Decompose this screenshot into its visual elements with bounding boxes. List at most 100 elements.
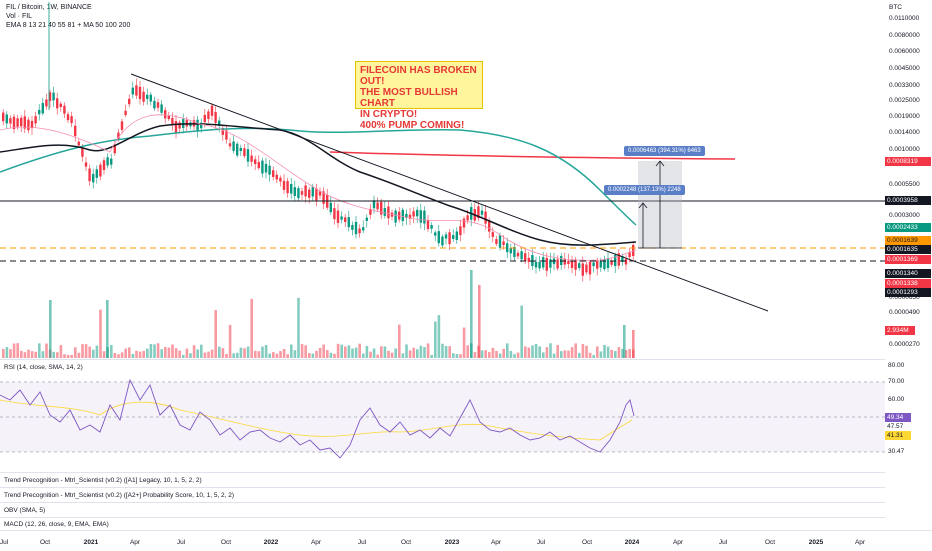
- candle: [149, 94, 152, 102]
- volume-bar: [23, 352, 27, 358]
- volume-bar: [578, 352, 581, 358]
- pane-separator[interactable]: [0, 359, 885, 360]
- candle: [164, 110, 167, 119]
- candle: [358, 228, 361, 234]
- volume-bar: [588, 352, 592, 358]
- volume-bar: [268, 353, 271, 358]
- price-chart[interactable]: [0, 0, 885, 530]
- candle: [340, 216, 343, 220]
- candle: [243, 148, 246, 157]
- indicator-trend-legacy[interactable]: Trend Precognition - Mtrl_Scientist (v0.…: [4, 477, 202, 484]
- volume-bar: [117, 354, 120, 358]
- candle: [354, 221, 358, 235]
- price-axis[interactable]: BTC 0.0110000 0.0080000 0.0060000 0.0045…: [885, 0, 932, 530]
- price-tag-low: 0.0001338: [885, 279, 931, 288]
- date-tick: Apr: [672, 539, 684, 546]
- rsi-pane[interactable]: [0, 360, 885, 470]
- volume-bar: [581, 344, 585, 358]
- breakout-callout[interactable]: FILECOIN HAS BROKEN OUT! THE MOST BULLIS…: [355, 61, 483, 131]
- volume-bar: [354, 347, 358, 358]
- volume-bar: [628, 348, 631, 358]
- candle: [279, 177, 282, 182]
- rsi-tick: 70.00: [888, 378, 905, 385]
- candle: [459, 226, 462, 236]
- volume-bar: [358, 343, 361, 358]
- date-axis[interactable]: Jul Oct 2021 Apr Jul Oct 2022 Apr Jul Oct 2023 Apr J…: [0, 530, 932, 551]
- indicator-macd[interactable]: MACD (12, 26, close, 9, EMA, EMA): [4, 521, 109, 528]
- candle: [239, 147, 242, 152]
- volume-bar: [290, 344, 293, 358]
- measure-lower-label[interactable]: 0.0002248 (137.13%) 2248: [604, 185, 685, 195]
- volume-bar: [74, 347, 77, 358]
- candle: [99, 164, 102, 177]
- callout-line-2: THE MOST BULLISH CHART: [360, 87, 458, 109]
- volume-bar: [225, 353, 228, 358]
- candle: [12, 116, 16, 130]
- volume-bar: [12, 343, 16, 358]
- price-tag-orange: 0.0001639: [885, 236, 931, 245]
- volume-bar: [149, 343, 153, 358]
- candle: [441, 236, 444, 246]
- candle: [52, 92, 55, 101]
- volume-bar: [390, 352, 394, 358]
- volume-bar: [466, 345, 469, 358]
- rsi-tick: 80.00: [888, 362, 905, 369]
- candle: [128, 98, 131, 105]
- volume-bar: [437, 315, 441, 358]
- pane-separator[interactable]: [0, 472, 885, 473]
- volume-bar: [27, 349, 30, 358]
- candle: [38, 109, 41, 115]
- candle: [578, 263, 581, 269]
- volume-bar: [5, 347, 9, 358]
- rsi-title[interactable]: RSI (14, close, SMA, 14, 2): [4, 364, 83, 371]
- volume-bar: [372, 348, 376, 358]
- volume-bar: [70, 354, 73, 358]
- candle: [444, 234, 448, 239]
- price-tick: 0.0110000: [889, 15, 920, 22]
- indicator-trend-probability[interactable]: Trend Precognition - Mtrl_Scientist (v0.…: [4, 492, 235, 499]
- volume-bar: [491, 347, 495, 358]
- volume-bar: [221, 348, 225, 358]
- candle: [513, 246, 516, 257]
- candle: [401, 209, 404, 222]
- moving-averages-legend[interactable]: EMA 8 13 21 40 55 81 + MA 50 100 200: [6, 22, 131, 29]
- candle: [394, 210, 397, 223]
- candle: [88, 168, 91, 182]
- volume-bar: [398, 324, 401, 358]
- price-tag-ma200: 0.0008319: [885, 157, 931, 166]
- price-tick: 0.0010000: [889, 146, 920, 153]
- volume-bar: [560, 351, 563, 358]
- volume-bar: [401, 353, 405, 358]
- volume-bar: [333, 353, 336, 358]
- candle: [95, 169, 98, 178]
- volume-bar: [142, 350, 145, 358]
- candle: [110, 158, 113, 165]
- candle: [376, 202, 379, 210]
- candle: [290, 184, 293, 194]
- volume-bar: [344, 346, 347, 358]
- candle: [477, 206, 480, 219]
- volume-bar: [153, 344, 156, 358]
- volume-bar: [621, 348, 624, 358]
- indicator-obv[interactable]: OBV (SMA, 5): [4, 507, 46, 514]
- volume-bar: [362, 353, 365, 358]
- candle: [236, 143, 239, 156]
- candle: [574, 259, 577, 270]
- volume-bar: [632, 330, 635, 358]
- volume-legend[interactable]: Vol · FIL: [6, 13, 33, 20]
- measure-upper-label[interactable]: 0.0006463 (394.31%) 6463: [624, 146, 705, 156]
- volume-bar: [196, 349, 199, 358]
- volume-bar: [470, 270, 473, 358]
- volume-bar: [462, 327, 466, 358]
- date-tick: Jul: [0, 539, 9, 546]
- candle: [606, 258, 610, 268]
- pane-separator[interactable]: [0, 487, 885, 488]
- candle: [124, 110, 127, 116]
- candle: [2, 112, 5, 122]
- volume-bar: [365, 345, 369, 358]
- pane-separator[interactable]: [0, 502, 885, 503]
- pane-separator[interactable]: [0, 517, 885, 518]
- ma-100-line: [0, 127, 637, 226]
- candle: [214, 111, 217, 123]
- volume-bar: [315, 350, 318, 358]
